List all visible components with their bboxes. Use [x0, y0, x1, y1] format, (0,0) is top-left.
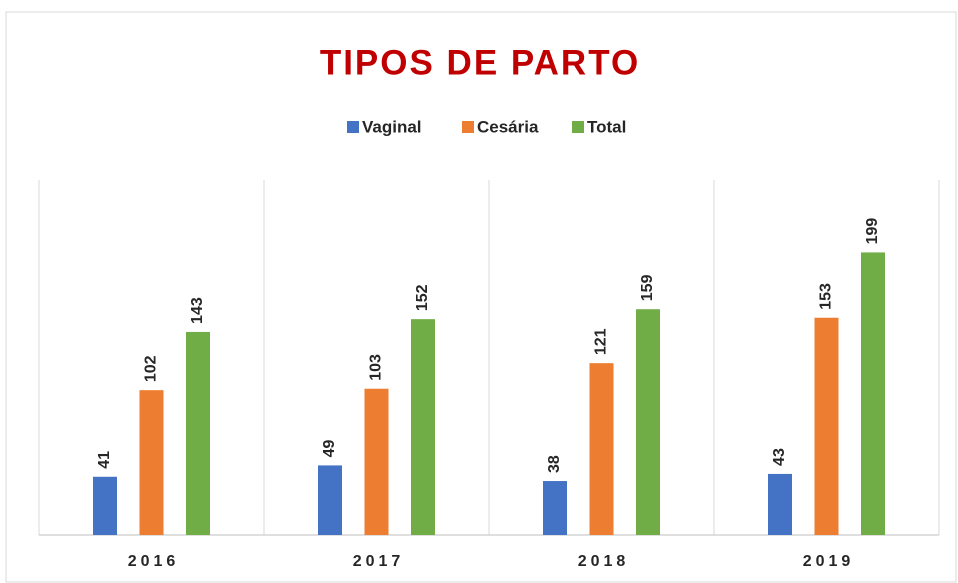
data-label: 121 [593, 328, 610, 355]
data-label: 41 [96, 451, 113, 469]
bar [364, 388, 389, 535]
legend-swatch [347, 121, 359, 133]
data-label: 38 [546, 455, 563, 473]
data-label: 103 [368, 354, 385, 381]
bar [589, 363, 614, 535]
data-label: 143 [189, 297, 206, 324]
bar [186, 331, 210, 535]
x-tick-label: 2019 [803, 553, 855, 570]
x-tick-label: 2016 [128, 553, 180, 570]
legend-label: Total [587, 117, 626, 136]
chart-title: TIPOS DE PARTO [320, 43, 640, 82]
data-label: 152 [414, 284, 431, 311]
legend-label: Cesária [477, 117, 539, 136]
bar [861, 252, 885, 536]
chart-border [5, 11, 957, 583]
bar [814, 317, 839, 535]
bar [93, 476, 117, 535]
legend-label: Vaginal [362, 117, 422, 136]
bar [139, 390, 164, 535]
bar [636, 309, 660, 535]
x-tick-label: 2018 [578, 553, 630, 570]
bar [318, 465, 342, 535]
legend-swatch [462, 121, 474, 133]
data-label: 49 [321, 440, 338, 458]
bar [411, 319, 435, 535]
data-label: 159 [639, 274, 656, 301]
data-label: 153 [818, 283, 835, 310]
data-label: 199 [864, 218, 881, 245]
data-label: 102 [143, 355, 160, 382]
legend-swatch [572, 121, 584, 133]
bar [768, 473, 792, 535]
x-tick-label: 2017 [353, 553, 405, 570]
data-label: 43 [771, 448, 788, 466]
bar [543, 481, 567, 535]
